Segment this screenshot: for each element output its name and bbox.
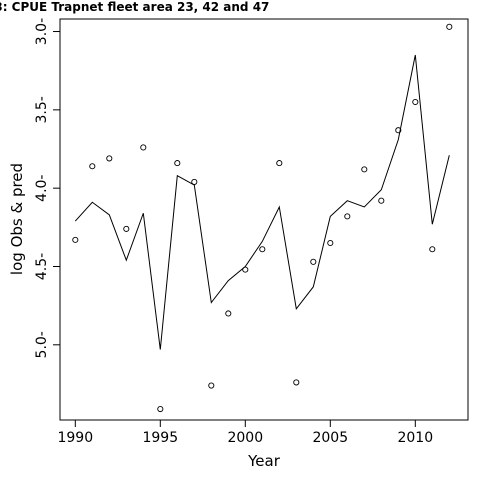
x-tick-label: 2010 — [397, 430, 433, 446]
x-axis: 1990 1995 2000 2005 2010 — [57, 420, 433, 446]
observed-point — [276, 160, 283, 167]
x-tick-label: 2005 — [312, 430, 348, 446]
chart-title: 03: CPUE Trapnet fleet area 23, 42 and 4… — [0, 0, 269, 14]
observed-point — [412, 98, 419, 106]
y-tick-label: 4.0- — [34, 175, 50, 202]
observed-point — [259, 246, 266, 253]
observed-series-points — [72, 23, 453, 413]
y-tick-label: 3.0- — [34, 18, 50, 45]
observed-point — [242, 266, 249, 273]
observed-point — [123, 225, 130, 232]
observed-point — [191, 178, 198, 185]
y-axis: 5.0- 4.5- 4.0- 3.5- 3.0- — [34, 18, 60, 358]
observed-point — [327, 239, 334, 247]
x-tick-label: 2000 — [227, 430, 263, 446]
observed-point — [446, 23, 453, 30]
observed-point — [293, 379, 300, 386]
observed-point — [310, 258, 317, 265]
x-axis-title: Year — [247, 452, 281, 470]
observed-point — [378, 197, 385, 204]
observed-point — [174, 160, 181, 167]
observed-point — [361, 166, 368, 173]
observed-point — [157, 405, 164, 413]
observed-point — [208, 382, 215, 389]
observed-point — [344, 213, 351, 220]
observed-point — [106, 155, 113, 162]
y-axis-title: log Obs & pred — [8, 163, 26, 275]
observed-point — [89, 163, 96, 170]
y-tick-label: 4.5- — [34, 253, 50, 280]
plot-frame — [59, 18, 469, 421]
observed-point — [429, 246, 436, 253]
predicted-series-line — [74, 54, 450, 350]
y-tick-label: 3.5- — [34, 96, 50, 123]
observed-point — [225, 310, 232, 317]
observed-point — [72, 236, 79, 243]
x-tick-label: 1995 — [142, 430, 178, 446]
x-tick-label: 1990 — [57, 430, 93, 446]
y-tick-label: 5.0- — [34, 331, 50, 358]
observed-point — [140, 144, 147, 151]
observed-point — [395, 127, 402, 134]
